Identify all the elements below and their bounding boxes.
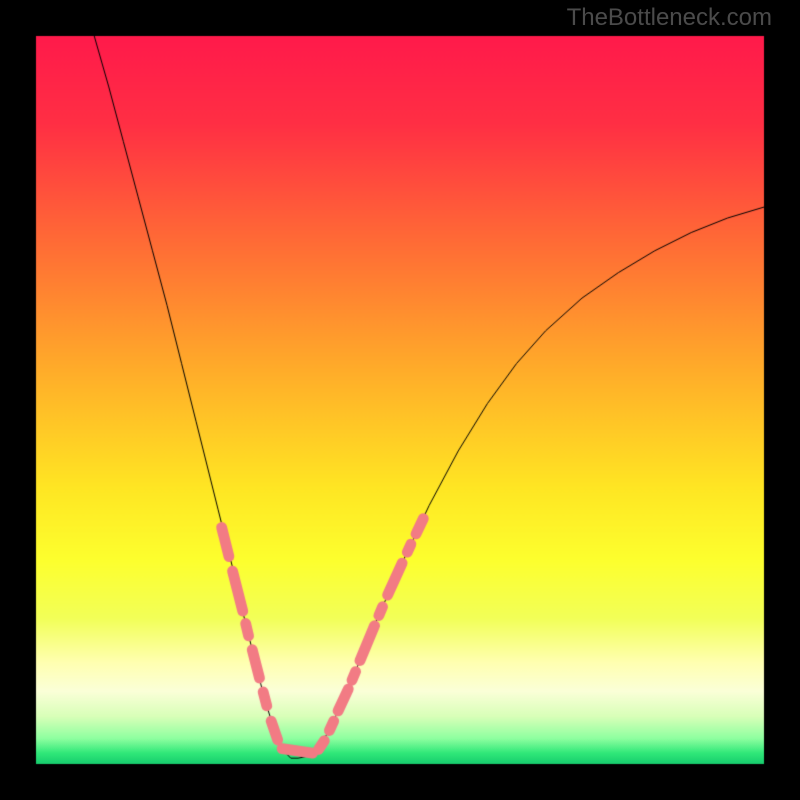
chart-root: TheBottleneck.com — [0, 0, 800, 800]
watermark-text: TheBottleneck.com — [567, 4, 772, 32]
bottleneck-curve-chart — [0, 0, 800, 800]
